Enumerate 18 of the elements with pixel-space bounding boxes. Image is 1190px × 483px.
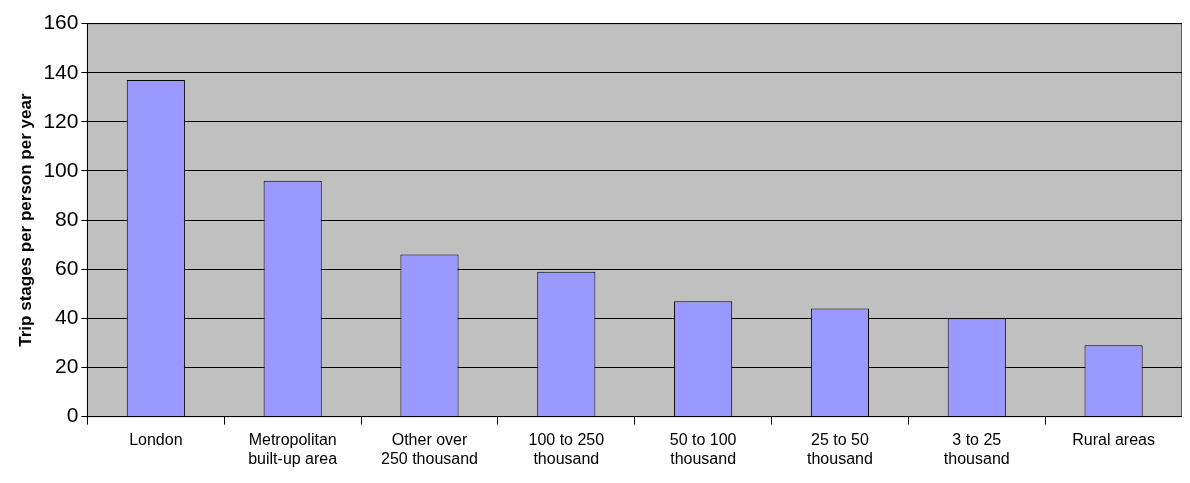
y-tick-label: 60: [55, 256, 79, 280]
x-tick-label: 50 to 100 thousand: [669, 430, 737, 467]
y-tick-label: 80: [55, 206, 79, 230]
y-tick-label: 40: [55, 305, 79, 329]
x-tick-label: London: [129, 430, 183, 448]
x-tick-label: Other over 250 thousand: [381, 430, 478, 467]
y-tick-label: 0: [66, 403, 79, 427]
x-tick-label: 3 to 25 thousand: [943, 430, 1010, 467]
y-tick-label: 120: [43, 108, 79, 132]
y-tick-label: 160: [43, 10, 79, 34]
x-tick-label: Metropolitan built-up area: [248, 430, 338, 467]
y-tick-label: 140: [43, 59, 79, 83]
y-tick-label: 100: [43, 157, 79, 181]
x-tick-label: Rural areas: [1072, 430, 1155, 448]
y-axis-title: Trip stages per person per year: [15, 93, 35, 347]
x-tick-label: 100 to 250 thousand: [528, 430, 605, 467]
y-tick-label: 20: [55, 354, 79, 378]
x-tick-label: 25 to 50 thousand: [807, 430, 873, 467]
